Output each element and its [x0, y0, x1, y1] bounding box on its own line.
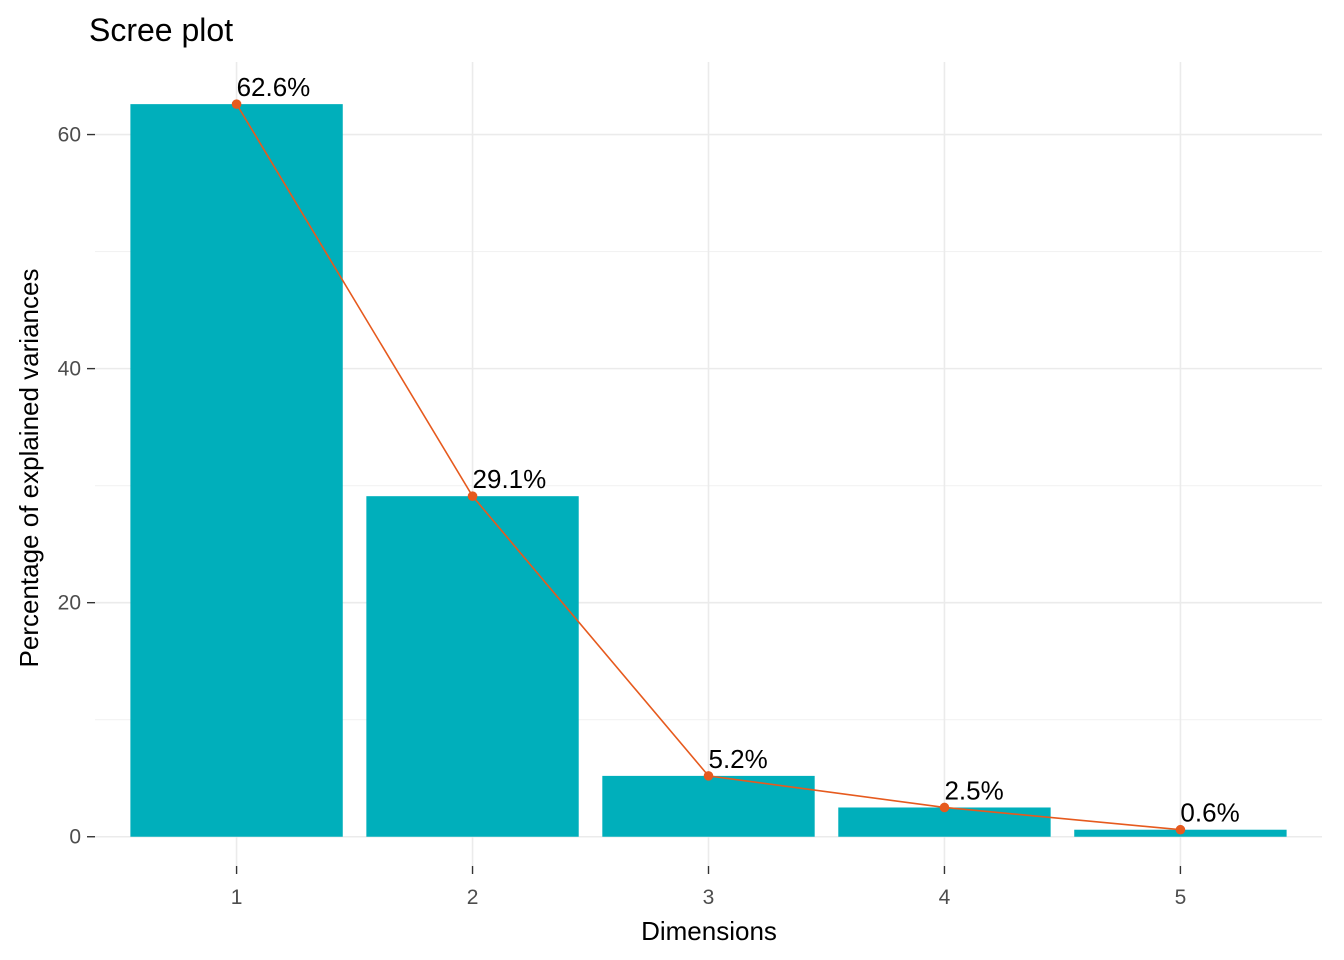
trend-points [231, 99, 1186, 835]
y-axis-title: Percentage of explained variances [14, 269, 44, 668]
x-axis-title: Dimensions [641, 916, 777, 946]
y-tick-label: 0 [69, 826, 81, 849]
y-tick-label: 60 [58, 124, 81, 147]
chart-title: Scree plot [89, 12, 233, 48]
point-2 [467, 491, 478, 501]
data-label-4: 2.5% [944, 775, 1003, 805]
point-5 [1175, 824, 1186, 835]
data-label-1: 62.6% [237, 72, 311, 102]
point-1 [231, 99, 242, 109]
bar-3 [602, 775, 815, 837]
y-axis-ticks: 0 20 40 60 [58, 124, 95, 849]
data-label-2: 29.1% [473, 464, 547, 494]
x-tick-label: 5 [1175, 886, 1187, 909]
point-3 [703, 771, 714, 781]
y-tick-label: 20 [58, 592, 81, 615]
x-axis-ticks: 1 2 3 4 5 [231, 866, 1187, 909]
bars [130, 104, 1287, 837]
x-tick-label: 2 [467, 886, 479, 909]
x-tick-label: 3 [703, 886, 715, 909]
bar-2 [366, 496, 579, 837]
bar-1 [130, 104, 343, 837]
data-labels: 62.6% 29.1% 5.2% 2.5% 0.6% [237, 72, 1240, 828]
x-tick-label: 4 [939, 886, 951, 909]
bar-4 [838, 807, 1051, 837]
data-label-3: 5.2% [709, 744, 768, 774]
x-tick-label: 1 [231, 886, 243, 909]
point-4 [939, 802, 950, 813]
data-label-5: 0.6% [1180, 798, 1239, 828]
y-tick-label: 40 [58, 358, 81, 381]
